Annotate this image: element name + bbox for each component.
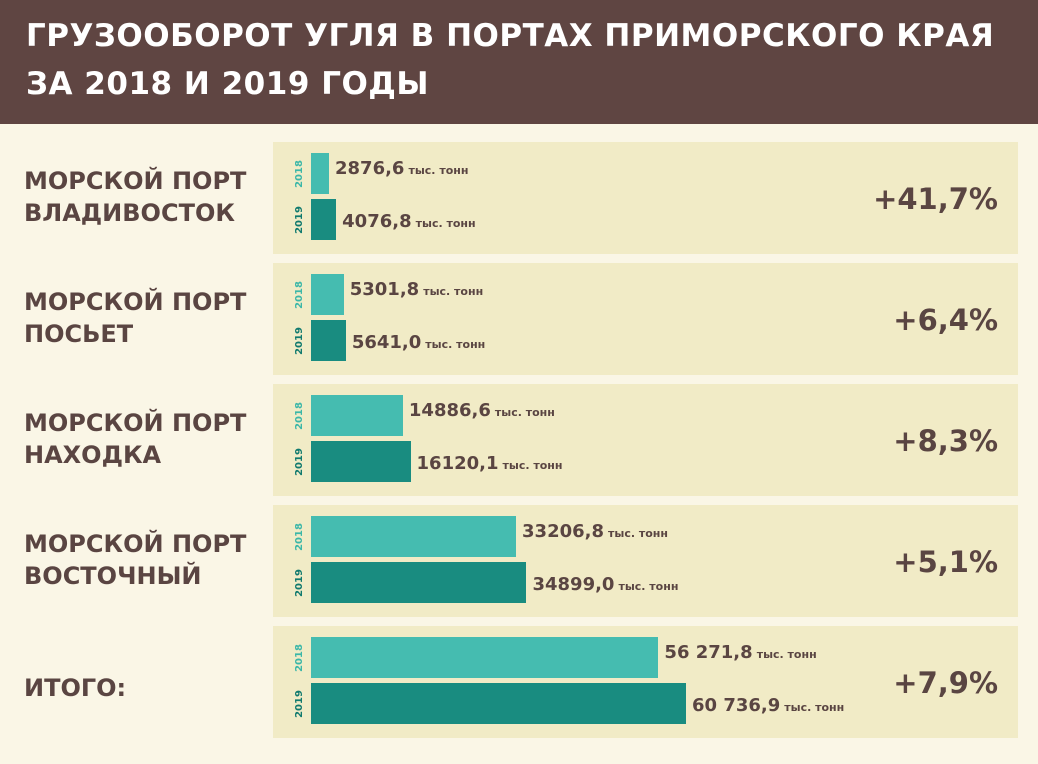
bar-2018 (311, 395, 403, 436)
data-label-value: 60 736,9 (692, 695, 781, 716)
chart-panel (273, 142, 1018, 254)
category-label: МОРСКОЙ ПОРТ ВЛАДИВОСТОК (24, 165, 246, 229)
bar-2019 (311, 320, 346, 361)
year-tick-label: 2019 (294, 326, 305, 355)
data-label: 2876,6 тыс. тонн (335, 159, 468, 181)
year-tick-label: 2018 (294, 643, 305, 672)
year-tick-label: 2018 (294, 159, 305, 188)
bar-2018 (311, 516, 517, 557)
change-label: +7,9% (893, 666, 998, 700)
category-label-line1: МОРСКОЙ ПОРТ (24, 167, 247, 195)
data-label: 5301,8 тыс. тонн (350, 280, 483, 302)
bar-2019 (311, 683, 686, 724)
category-label-line2: ВОСТОЧНЫЙ (24, 562, 202, 590)
change-label: +8,3% (893, 424, 998, 458)
data-label: 16120,1 тыс. тонн (417, 454, 563, 476)
year-tick-label: 2019 (294, 447, 305, 476)
bar-2018 (311, 637, 659, 678)
data-label-unit: тыс. тонн (415, 217, 476, 230)
data-label-value: 56 271,8 (664, 642, 753, 663)
data-label-unit: тыс. тонн (756, 648, 817, 661)
data-label-value: 14886,6 (408, 400, 491, 421)
category-label-line1: МОРСКОЙ ПОРТ (24, 288, 247, 316)
bar-2018 (311, 274, 344, 315)
data-label: 5641,0 тыс. тонн (352, 333, 485, 355)
change-label: +5,1% (893, 545, 998, 579)
year-tick-label: 2018 (294, 522, 305, 551)
data-label-unit: тыс. тонн (502, 459, 563, 472)
chart-title-line1: ГРУЗООБОРОТ УГЛЯ В ПОРТАХ ПРИМОРСКОГО КР… (26, 18, 995, 54)
header-banner: ГРУЗООБОРОТ УГЛЯ В ПОРТАХ ПРИМОРСКОГО КР… (0, 0, 1038, 124)
category-label-line2: НАХОДКА (24, 441, 162, 469)
category-label-line2: ИТОГО: (24, 674, 127, 702)
bar-2018 (311, 153, 329, 194)
bar-2019 (311, 441, 411, 482)
data-label-value: 5641,0 (351, 332, 422, 353)
data-label-unit: тыс. тонн (608, 527, 668, 540)
category-label-line1: МОРСКОЙ ПОРТ (24, 409, 247, 437)
data-label: 33206,8 тыс. тонн (522, 522, 668, 544)
data-label-unit: тыс. тонн (425, 338, 486, 351)
data-label-value: 2876,6 (335, 158, 405, 179)
data-label-unit: тыс. тонн (784, 701, 845, 714)
year-tick-label: 2019 (294, 205, 305, 234)
data-label-unit: тыс. тонн (618, 580, 679, 593)
year-tick-label: 2018 (294, 401, 305, 430)
category-label-line2: ПОСЬЕТ (24, 320, 134, 348)
change-label: +6,4% (893, 303, 998, 337)
bar-2019 (311, 562, 527, 603)
data-label: 60 736,9 тыс. тонн (692, 696, 844, 718)
data-label-unit: тыс. тонн (494, 406, 555, 419)
data-label-value: 5301,8 (349, 279, 420, 300)
category-label-line2: ВЛАДИВОСТОК (24, 199, 235, 227)
data-label-value: 16120,1 (416, 453, 499, 474)
chart-panel (273, 263, 1018, 375)
data-label: 4076,8 тыс. тонн (342, 212, 475, 234)
category-label: МОРСКОЙ ПОРТ НАХОДКА (24, 407, 246, 471)
year-tick-label: 2018 (294, 280, 305, 309)
category-label-line1: МОРСКОЙ ПОРТ (24, 530, 247, 558)
category-label: ИТОГО: (24, 672, 126, 704)
data-label: 14886,6 тыс. тонн (409, 401, 555, 423)
data-label-unit: тыс. тонн (423, 285, 484, 298)
data-label: 56 271,8 тыс. тонн (664, 643, 816, 665)
category-label: МОРСКОЙ ПОРТ ПОСЬЕТ (24, 286, 246, 350)
data-label-value: 33206,8 (522, 521, 604, 542)
chart-title-line2: ЗА 2018 И 2019 ГОДЫ (26, 66, 430, 102)
data-label-value: 34899,0 (532, 574, 615, 595)
bar-2019 (311, 199, 337, 240)
data-label-value: 4076,8 (342, 211, 412, 232)
category-label: МОРСКОЙ ПОРТ ВОСТОЧНЫЙ (24, 528, 246, 592)
data-label: 34899,0 тыс. тонн (532, 575, 678, 597)
year-tick-label: 2019 (294, 689, 305, 718)
change-label: +41,7% (873, 182, 998, 216)
data-label-unit: тыс. тонн (408, 164, 469, 177)
year-tick-label: 2019 (294, 568, 305, 597)
